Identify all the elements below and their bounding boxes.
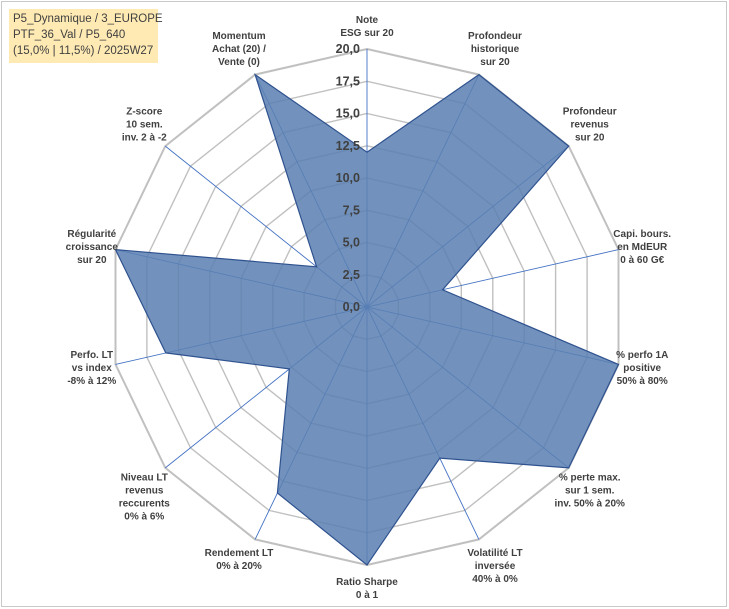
- radar-axis-label: Profondeur historique sur 20: [468, 31, 522, 68]
- radar-axis-label-line: vs index: [72, 363, 112, 374]
- radar-axis-label-line: Perfo. LT: [71, 350, 114, 361]
- radar-axis-label-line: croissance: [66, 242, 119, 253]
- radar-axis-label-line: sur 20: [575, 132, 605, 143]
- radar-axis-label: Rendement LT 0% à 20%: [205, 548, 274, 572]
- radar-axis-label-line: Note: [356, 15, 379, 26]
- radar-axis-label: Régularité croissance sur 20: [66, 229, 119, 266]
- radar-axis-label-line: Momentum: [212, 31, 265, 42]
- radar-axis-label-line: % perte max.: [559, 473, 621, 484]
- radar-axis-label-line: Régularité: [67, 229, 116, 240]
- radar-axis-label-line: revenus: [125, 486, 164, 497]
- radar-axis-label-line: inv. 2 à -2: [122, 132, 167, 143]
- radar-axis-label-line: 0% à 6%: [124, 512, 164, 523]
- radar-axis-label-line: % perfo 1A: [616, 350, 668, 361]
- radar-axis-label: Perfo. LT vs index -8% à 12%: [67, 350, 116, 387]
- radar-tick-label: 12,5: [336, 139, 360, 153]
- radar-axis-label: Momentum Achat (20) / Vente (0): [212, 31, 266, 68]
- radar-axis-label-line: sur 1 sem.: [565, 486, 615, 497]
- radar-series-area: [114, 73, 620, 566]
- radar-axis-label-line: inv. 50% à 20%: [554, 499, 625, 510]
- info-line-3: (15,0% | 11,5%) / 2025W27: [13, 45, 154, 57]
- radar-tick-label: 0,0: [343, 300, 360, 314]
- radar-axis-label-line: en MdEUR: [617, 242, 668, 253]
- radar-axis-label-line: Capi. bours.: [613, 229, 671, 240]
- radar-tick-label: 5,0: [343, 236, 360, 250]
- info-line-1: P5_Dynamique / 3_EUROPE: [13, 13, 163, 25]
- radar-axis-label-line: Niveau LT: [121, 473, 168, 484]
- radar-axis-label: Volatilité LT inversée 40% à 0%: [467, 548, 522, 585]
- radar-tick-label: 17,5: [336, 74, 360, 88]
- radar-axis-label-line: Vente (0): [218, 57, 260, 68]
- radar-axis-label: % perfo 1A positive 50% à 80%: [616, 350, 668, 387]
- radar-tick-label: 15,0: [336, 107, 360, 121]
- radar-axis-label-line: Ratio Sharpe: [336, 577, 398, 588]
- radar-axis-label-line: 0 à 60 G€: [620, 255, 664, 266]
- radar-axis-labels: Note ESG sur 20 Profondeur historique sur 20…: [66, 15, 672, 601]
- radar-axis-label-line: 0% à 20%: [216, 561, 262, 572]
- radar-axis-label: Note ESG sur 20: [340, 15, 394, 39]
- radar-axis-label-line: Profondeur: [563, 106, 617, 117]
- radar-axis-label-line: inversée: [475, 561, 516, 572]
- radar-axis-label: Niveau LT revenus reccurents 0% à 6%: [119, 473, 171, 523]
- radar-series: [114, 73, 620, 566]
- radar-tick-label: 10,0: [336, 171, 360, 185]
- radar-axis-label-line: 50% à 80%: [617, 376, 668, 387]
- radar-axis-label-line: 10 sem.: [126, 119, 163, 130]
- radar-axis-label-line: Volatilité LT: [467, 548, 522, 559]
- radar-axis-label-line: -8% à 12%: [67, 376, 116, 387]
- radar-axis-label-line: reccurents: [119, 499, 171, 510]
- radar-axis-label-line: Rendement LT: [205, 548, 274, 559]
- radar-axis-label-line: sur 20: [480, 57, 510, 68]
- radar-axis-label-line: Profondeur: [468, 31, 522, 42]
- radar-axis-label-line: revenus: [571, 119, 610, 130]
- radar-axis-label: % perte max. sur 1 sem. inv. 50% à 20%: [554, 473, 625, 510]
- radar-tick-label: 7,5: [343, 203, 360, 217]
- radar-axis-label-line: Achat (20) /: [212, 44, 266, 55]
- radar-tick-labels: 0,0 2,5 5,0 7,5 10,0 12,5 15,0 17,5 20,0: [336, 42, 360, 314]
- radar-axis-label-line: positive: [623, 363, 661, 374]
- radar-axis-label-line: historique: [471, 44, 520, 55]
- radar-axis-label-line: sur 20: [77, 255, 107, 266]
- radar-axis-label: Z-score 10 sem. inv. 2 à -2: [122, 106, 167, 143]
- radar-axis-label: Capi. bours. en MdEUR 0 à 60 G€: [613, 229, 671, 266]
- radar-axis-label-line: ESG sur 20: [340, 28, 394, 39]
- radar-tick-label: 20,0: [336, 42, 360, 56]
- radar-axis-label-line: 0 à 1: [356, 590, 379, 601]
- radar-axis-label-line: 40% à 0%: [472, 574, 518, 585]
- radar-axis-label: Ratio Sharpe 0 à 1: [336, 577, 398, 601]
- info-line-2: PTF_36_Val / P5_640: [13, 29, 126, 41]
- radar-axis-label: Profondeur revenus sur 20: [563, 106, 617, 143]
- radar-tick-label: 2,5: [343, 268, 360, 282]
- portfolio-info-box: P5_Dynamique / 3_EUROPE PTF_36_Val / P5_…: [9, 9, 163, 63]
- radar-axis-label-line: Z-score: [126, 106, 163, 117]
